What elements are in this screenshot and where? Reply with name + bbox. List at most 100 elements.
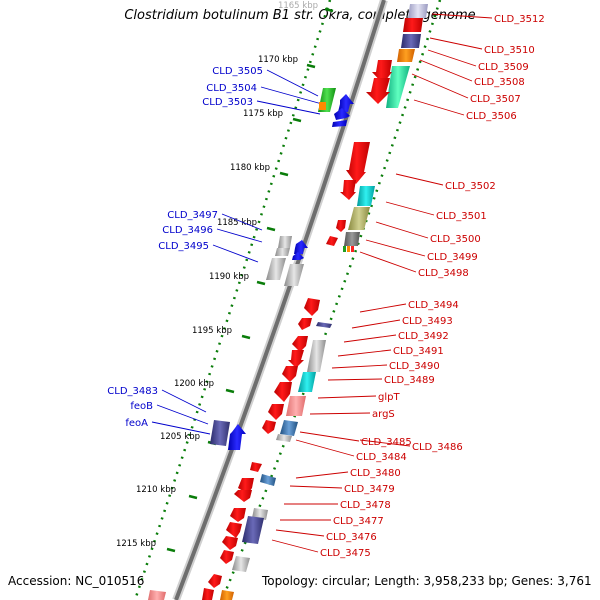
forward-gene-label[interactable]: CLD_3504: [206, 83, 257, 94]
forward-gene-label[interactable]: CLD_3503: [202, 97, 253, 108]
reverse-gene-label[interactable]: CLD_3492: [398, 331, 449, 342]
gene-arrow: [408, 4, 428, 18]
gene-arrow: [334, 108, 350, 120]
reverse-gene-label[interactable]: CLD_3506: [466, 111, 517, 122]
topology-label: Topology: circular; Length: 3,958,233 bp…: [262, 574, 592, 588]
reverse-gene-label[interactable]: CLD_3499: [427, 252, 478, 263]
reverse-gene-label[interactable]: CLD_3479: [344, 484, 395, 495]
label-connector: [365, 239, 426, 257]
reverse-gene-label[interactable]: argS: [372, 409, 395, 420]
ruler-tick-label: 1165 kbp: [278, 1, 318, 11]
ruler-tick-labels: 1165 kbp 1170 kbp 1175 kbp 1180 kbp 1185 kbp…: [116, 1, 318, 549]
forward-gene-label[interactable]: CLD_3497: [167, 210, 218, 221]
label-connector: [161, 389, 207, 413]
gene-arrow: [222, 536, 238, 550]
gene-arrow: [298, 372, 316, 392]
reverse-gene-label[interactable]: CLD_3500: [430, 234, 481, 245]
gene-arrow: [234, 490, 252, 502]
gene-arrow: [357, 186, 375, 206]
ruler-tick-mark: [225, 388, 235, 394]
label-connector: [359, 251, 417, 273]
gene-arrow: [298, 318, 312, 330]
label-connector: [295, 471, 349, 479]
reverse-gene-label[interactable]: CLD_3509: [478, 62, 529, 73]
gene-arrow: [275, 248, 290, 256]
forward-gene-label[interactable]: feoA: [125, 418, 148, 429]
gene-arrow: [282, 366, 298, 382]
gene-arrow: [307, 340, 326, 372]
reverse-gene-label[interactable]: CLD_3507: [470, 94, 521, 105]
reverse-gene-label[interactable]: glpT: [378, 392, 400, 403]
reverse-gene-label[interactable]: CLD_3494: [408, 300, 459, 311]
accession-label: Accession: NC_010516: [8, 574, 145, 588]
gene-arrow: [326, 236, 338, 246]
gene-arrow: [220, 590, 234, 600]
gene-arrow: [148, 590, 166, 600]
reverse-gene-label[interactable]: CLD_3476: [326, 532, 377, 543]
reverse-gene-labels: CLD_3512 CLD_3510 CLD_3509 CLD_3508 CLD_3507…: [320, 14, 545, 559]
reverse-gene-label[interactable]: CLD_3490: [389, 361, 440, 372]
label-connector: [289, 485, 343, 489]
gene-arrow: [288, 350, 304, 368]
gene-arrow: [351, 246, 354, 252]
gene-arrow: [292, 336, 308, 352]
gene-arrow: [401, 34, 421, 48]
reverse-gene-label[interactable]: CLD_3480: [350, 468, 401, 479]
gene-arrow: [294, 240, 308, 254]
gene-arrow: [208, 574, 222, 588]
label-connector: [385, 201, 435, 216]
reverse-gene-label[interactable]: CLD_3508: [474, 77, 525, 88]
label-connector: [359, 439, 411, 447]
gene-arrow: [284, 264, 304, 286]
forward-gene-label[interactable]: CLD_3483: [107, 386, 158, 397]
ruler-tick-label: 1215 kbp: [116, 539, 156, 549]
reverse-gene-label[interactable]: CLD_3493: [402, 316, 453, 327]
label-connector: [260, 86, 323, 105]
reverse-gene-label[interactable]: CLD_3502: [445, 181, 496, 192]
reverse-gene-label[interactable]: CLD_3491: [393, 346, 444, 357]
reverse-gene-label[interactable]: CLD_3484: [356, 452, 407, 463]
reverse-gene-label[interactable]: CLD_3486: [412, 442, 463, 453]
label-connector: [395, 173, 444, 186]
reverse-gene-label[interactable]: CLD_3477: [333, 516, 384, 527]
ruler-tick-label: 1175 kbp: [243, 109, 283, 119]
ruler-tick-mark: [292, 117, 302, 123]
forward-gene-label[interactable]: CLD_3496: [162, 225, 213, 236]
gene-arrow: [343, 246, 346, 252]
label-connector: [275, 529, 325, 537]
reverse-gene-label[interactable]: CLD_3512: [494, 14, 545, 25]
reverse-gene-label[interactable]: CLD_3510: [484, 45, 535, 56]
gene-features: [148, 4, 428, 600]
ruler-tick-mark: [256, 280, 266, 286]
reverse-gene-label[interactable]: CLD_3478: [340, 500, 391, 511]
gene-arrow: [260, 474, 276, 486]
label-connector: [299, 431, 360, 442]
gene-arrow: [242, 516, 264, 544]
reverse-gene-label[interactable]: CLD_3485: [361, 437, 412, 448]
gene-arrow: [366, 78, 390, 104]
ruler-tick-label: 1200 kbp: [174, 379, 214, 389]
reverse-gene-label[interactable]: CLD_3498: [418, 268, 469, 279]
reverse-gene-label[interactable]: CLD_3475: [320, 548, 371, 559]
ruler-tick-mark: [324, 7, 334, 13]
ruler-tick-label: 1210 kbp: [136, 485, 176, 495]
ruler-tick-label: 1185 kbp: [217, 218, 257, 228]
forward-gene-label[interactable]: CLD_3495: [158, 241, 209, 252]
reverse-gene-label[interactable]: CLD_3501: [436, 211, 487, 222]
label-connector: [266, 69, 319, 97]
label-connector: [351, 319, 401, 329]
gene-arrow: [230, 508, 246, 522]
label-connector: [375, 221, 429, 239]
forward-gene-label[interactable]: feoB: [130, 401, 153, 412]
ruler-tick-mark: [306, 63, 316, 69]
label-connector: [419, 59, 473, 82]
gene-arrow: [210, 420, 230, 446]
label-connector: [411, 73, 469, 99]
reverse-gene-label[interactable]: CLD_3489: [384, 375, 435, 386]
ruler-tick-label: 1180 kbp: [230, 163, 270, 173]
gene-arrow: [276, 434, 292, 442]
label-connector: [431, 13, 493, 19]
forward-gene-label[interactable]: CLD_3505: [212, 66, 263, 77]
ruler-tick-mark: [166, 547, 176, 553]
